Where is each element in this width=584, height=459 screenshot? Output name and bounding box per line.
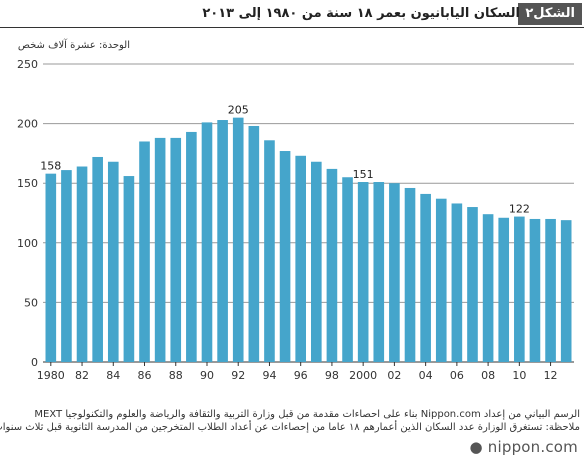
x-tick-label: 92 xyxy=(231,369,245,382)
bar-1986 xyxy=(139,141,150,362)
unit-label: الوحدة: عشرة آلاف شخص xyxy=(17,40,130,51)
bar-1994 xyxy=(264,140,275,362)
bar-1987 xyxy=(154,137,166,362)
bar-1988 xyxy=(170,137,182,362)
bar-1999 xyxy=(342,177,353,362)
figure-header: الشكل٢ السكان اليابانيون بعمر ١٨ سنة من … xyxy=(0,3,584,25)
bar-1996 xyxy=(295,155,307,362)
y-tick-label: 150 xyxy=(17,177,38,190)
bar-1989 xyxy=(186,131,197,362)
x-tick-label: 86 xyxy=(138,369,152,382)
bar-1984 xyxy=(107,161,119,362)
note-line: ملاحظة: تستغرق الوزارة عدد السكان الذين … xyxy=(0,422,580,433)
bar-1995 xyxy=(279,151,291,362)
bar-1997 xyxy=(310,161,322,362)
x-tick-label: 02 xyxy=(387,369,401,382)
source-line: الرسم البياني من إعداد Nippon.com بناء ع… xyxy=(34,409,580,420)
x-tick-label: 88 xyxy=(169,369,183,382)
y-axis-labels: 0 50 100 150 200 250 xyxy=(17,58,38,369)
x-tick-label: 08 xyxy=(481,369,495,382)
figure-label-badge: الشكل٢ xyxy=(518,3,582,25)
bar-1983 xyxy=(92,156,103,362)
x-tick-label: 82 xyxy=(75,369,89,382)
x-tick-label: 90 xyxy=(200,369,214,382)
bar-2003 xyxy=(404,187,416,362)
bar-2004 xyxy=(420,193,431,362)
x-axis-labels: 1980 82 84 86 88 90 92 94 96 98 2000 02 04 06 08 10 12 xyxy=(37,369,558,382)
bar-1991 xyxy=(217,120,228,362)
bar-2010 xyxy=(514,216,525,362)
x-tick-label: 2000 xyxy=(349,369,377,382)
chart-bars xyxy=(45,117,572,363)
x-tick-label: 06 xyxy=(450,369,464,382)
nippon-logo: ● nippon.com xyxy=(469,438,578,456)
x-tick-label: 1980 xyxy=(37,369,65,382)
x-tick-label: 84 xyxy=(106,369,120,382)
x-tick-label: 96 xyxy=(294,369,308,382)
data-label: 158 xyxy=(40,160,61,173)
bar-2002 xyxy=(389,183,400,362)
data-label: 151 xyxy=(353,168,374,181)
header-divider xyxy=(0,27,584,28)
x-tick-label: 04 xyxy=(419,369,433,382)
data-label: 205 xyxy=(228,104,249,117)
bar-1992 xyxy=(232,117,244,362)
bar-2007 xyxy=(467,207,478,362)
y-tick-label: 200 xyxy=(17,118,38,131)
data-labels: 158 205 151 122 xyxy=(40,104,530,216)
data-label: 122 xyxy=(509,203,530,216)
bar-2012 xyxy=(545,218,556,362)
y-tick-label: 0 xyxy=(31,356,38,369)
bar-2001 xyxy=(373,182,385,362)
bar-1982 xyxy=(76,166,88,362)
x-tick-label: 12 xyxy=(544,369,558,382)
bar-2008 xyxy=(482,214,494,362)
bar-1990 xyxy=(201,122,213,363)
bar-1993 xyxy=(248,125,260,362)
bar-1998 xyxy=(326,168,338,362)
source-note: الرسم البياني من إعداد Nippon.com بناء ع… xyxy=(0,408,580,434)
y-tick-label: 100 xyxy=(17,237,38,250)
x-tick-label: 94 xyxy=(262,369,276,382)
bar-2013 xyxy=(560,220,572,362)
bar-2000 xyxy=(357,182,369,362)
chart-grid xyxy=(43,63,574,366)
bar-2005 xyxy=(435,198,447,362)
y-tick-label: 50 xyxy=(24,296,38,309)
bar-2009 xyxy=(498,217,510,362)
bar-1981 xyxy=(61,170,72,362)
bar-2011 xyxy=(529,218,541,362)
figure-title: السكان اليابانيون بعمر ١٨ سنة من ١٩٨٠ إل… xyxy=(202,6,520,21)
y-tick-label: 250 xyxy=(17,58,38,71)
x-tick-label: 98 xyxy=(325,369,339,382)
x-tick-label: 10 xyxy=(512,369,526,382)
bar-2006 xyxy=(451,203,463,362)
bar-1985 xyxy=(123,176,135,362)
bar-1980 xyxy=(45,173,57,362)
